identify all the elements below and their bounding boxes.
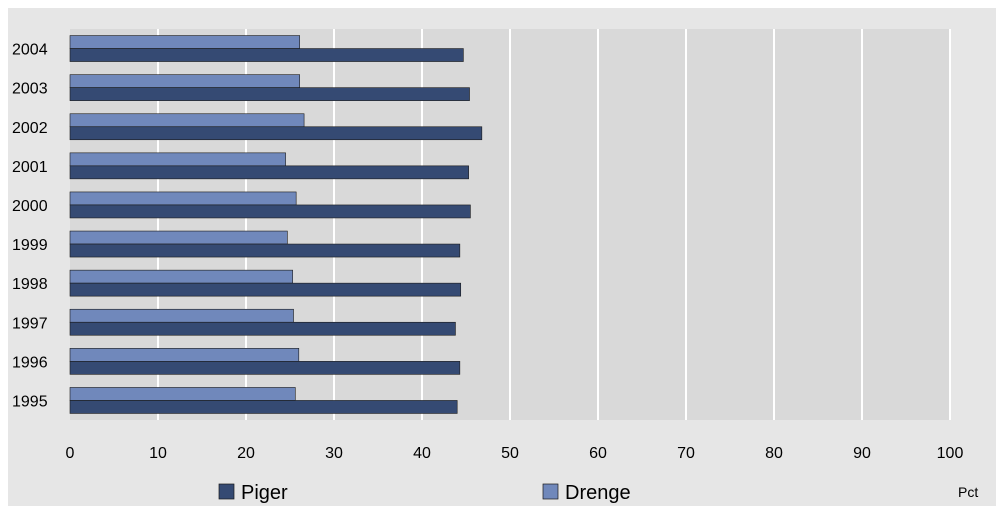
x-tick-label-60: 60 (589, 445, 607, 462)
y-tick-label-2002: 2002 (12, 120, 48, 137)
x-tick-label-50: 50 (501, 445, 519, 462)
x-tick-label-90: 90 (853, 445, 871, 462)
y-tick-label-2003: 2003 (12, 81, 48, 98)
x-tick-label-70: 70 (677, 445, 695, 462)
x-axis-labels: 0 10 20 30 40 50 60 70 80 90 100 (66, 445, 964, 462)
bar-drenge-1998 (69, 269, 293, 284)
bar-piger-2004 (69, 48, 464, 62)
x-tick-label-80: 80 (765, 445, 783, 462)
legend-swatch-drenge (542, 483, 559, 500)
y-axis-labels: 1995 1996 1997 1998 1999 2000 2001 2002 2003 2004 (12, 42, 48, 411)
y-tick-label-2000: 2000 (12, 198, 48, 215)
bar-drenge-2002 (69, 113, 305, 128)
legend-label-drenge: Drenge (565, 482, 631, 504)
x-tick-label-100: 100 (937, 445, 964, 462)
bar-drenge-1996 (69, 348, 300, 362)
bar-piger-2003 (69, 87, 470, 101)
y-tick-label-2004: 2004 (12, 42, 48, 59)
x-tick-label-20: 20 (237, 445, 255, 462)
y-tick-label-1998: 1998 (12, 276, 48, 293)
bar-piger-1995 (69, 400, 458, 414)
y-tick-label-2001: 2001 (12, 159, 48, 176)
bar-piger-1997 (69, 321, 456, 336)
gridlines (157, 29, 951, 420)
y-tick-label-1996: 1996 (12, 354, 48, 371)
bar-drenge-1999 (69, 230, 288, 245)
unit-label: Pct (958, 484, 978, 500)
bar-piger-1998 (69, 282, 462, 297)
legend: Piger Drenge (218, 482, 631, 504)
y-tick-label-1999: 1999 (12, 237, 48, 254)
bar-piger-2000 (69, 204, 471, 219)
y-tick-label-1995: 1995 (12, 393, 48, 410)
x-tick-label-10: 10 (149, 445, 167, 462)
bar-drenge-2000 (69, 191, 297, 206)
bar-drenge-2003 (69, 74, 300, 88)
bar-piger-1996 (69, 361, 461, 375)
legend-label-piger: Piger (241, 482, 288, 504)
bar-piger-2001 (69, 165, 469, 180)
bar-piger-2002 (69, 126, 483, 141)
bar-drenge-1995 (69, 387, 296, 401)
x-tick-label-40: 40 (413, 445, 431, 462)
x-tick-label-0: 0 (66, 445, 75, 462)
bar-piger-1999 (69, 243, 461, 258)
bar-drenge-2004 (69, 35, 300, 49)
y-tick-label-1997: 1997 (12, 315, 48, 332)
legend-swatch-piger (218, 483, 235, 500)
x-tick-label-30: 30 (325, 445, 343, 462)
bar-drenge-1997 (69, 308, 294, 323)
bar-drenge-2001 (69, 152, 286, 167)
bars (69, 35, 483, 414)
